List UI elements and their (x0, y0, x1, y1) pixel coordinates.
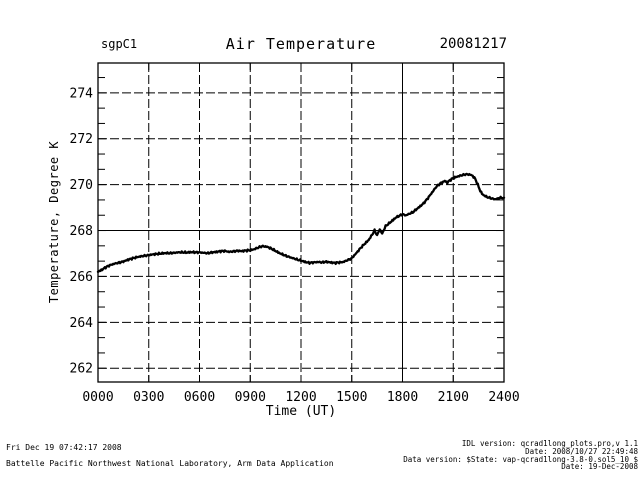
temperature-series (96, 172, 506, 273)
y-tick-label: 274 (70, 86, 94, 101)
x-tick-label: 0600 (184, 390, 215, 405)
x-axis-title: Time (UT) (265, 404, 337, 419)
page-title: Air Temperature (225, 35, 377, 53)
idl-version-text: IDL version: qcrad1long_plots.pro,v 1.1 (461, 439, 638, 448)
x-tick-label: 2400 (488, 390, 519, 405)
x-tick-label: 0300 (133, 390, 164, 405)
data-version-text: Data version: $State: vap-qcrad1long-3.8… (403, 454, 638, 464)
y-tick-label: 272 (70, 132, 93, 147)
plot-date-text: Date: 19-Dec-2008 (561, 462, 638, 472)
y-tick-label: 268 (70, 224, 93, 239)
site-label: sgpC1 (101, 37, 138, 51)
plot-border (97, 62, 505, 383)
date-label: 20081217 (439, 36, 507, 52)
x-tick-label: 1500 (336, 390, 367, 405)
version-info-block: IDL version: qcrad1long_plots.pro,v 1.1 … (403, 440, 638, 471)
x-tick-label: 1200 (285, 390, 316, 405)
x-tick-label: 0900 (235, 390, 266, 405)
y-axis-title: Temperature, Degree K (47, 140, 61, 304)
y-tick-label: 262 (70, 362, 93, 377)
code-date-text: Date: 2008/10/27 22:49:48 (525, 446, 638, 456)
x-tick-label: 0000 (82, 390, 113, 405)
organization-text: Battelle Pacific Northwest National Labo… (6, 459, 334, 468)
x-tick-label: 2100 (438, 390, 469, 405)
timestamp-text: Fri Dec 19 07:42:17 2008 (6, 443, 122, 452)
y-tick-label: 264 (70, 316, 94, 331)
y-tick-label: 266 (70, 270, 93, 285)
y-tick-label: 270 (70, 178, 93, 193)
x-tick-label: 1800 (387, 390, 418, 405)
